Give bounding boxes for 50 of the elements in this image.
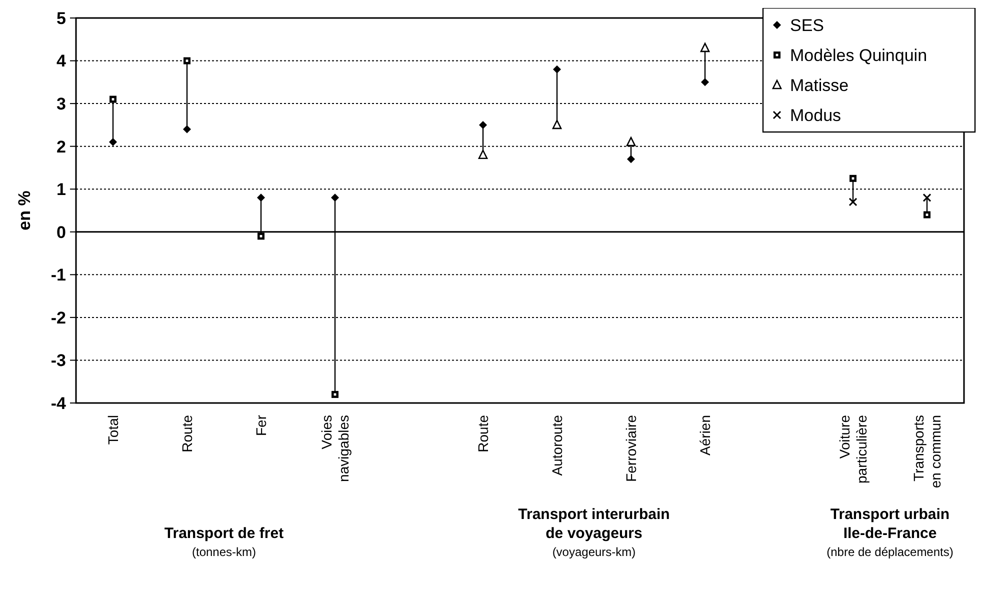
legend-label: SES xyxy=(790,16,824,35)
x-tick-label: Route xyxy=(474,414,491,452)
text: Transport interurbain de voyageurs xyxy=(518,506,670,542)
y-tick-label: -1 xyxy=(50,266,66,285)
text: Transport de fret xyxy=(164,525,284,542)
point xyxy=(331,194,339,202)
y-axis-title: en % xyxy=(15,190,34,230)
point xyxy=(701,78,709,86)
y-tick-label: -3 xyxy=(50,351,66,370)
x-tick-label: Voies navigables xyxy=(318,415,352,482)
point xyxy=(552,120,562,130)
text: (voyageurs-km) xyxy=(552,545,636,559)
x-tick-label: Fer xyxy=(252,414,269,436)
point xyxy=(258,232,264,240)
x-tick-label: Autoroute xyxy=(548,414,565,476)
legend-label: Modus xyxy=(790,106,842,125)
point xyxy=(626,136,636,146)
point xyxy=(553,65,561,74)
x-tick-label: Route xyxy=(178,414,195,452)
y-tick-label: -4 xyxy=(50,394,67,413)
point xyxy=(627,155,635,164)
legend-label: Modèles Quinquin xyxy=(790,46,928,65)
y-tick-label: 1 xyxy=(56,180,66,200)
x-tick-label: Aérien xyxy=(696,415,713,456)
y-tick-label: -2 xyxy=(50,308,66,328)
x-tick-label: Ferroviaire xyxy=(622,414,639,482)
point xyxy=(257,194,265,202)
legend-label: Matisse xyxy=(790,76,849,95)
point xyxy=(109,138,117,146)
y-tick-label: 4 xyxy=(56,52,67,71)
point xyxy=(848,198,858,206)
point xyxy=(924,211,930,218)
point xyxy=(700,42,710,52)
text: Transport urbain Ile-de-France xyxy=(830,506,950,542)
y-tick-label: 2 xyxy=(56,137,66,156)
point xyxy=(850,174,856,182)
x-tick-label: Total xyxy=(104,415,121,445)
y-tick-label: 5 xyxy=(56,8,66,28)
point xyxy=(110,96,116,103)
point xyxy=(332,390,338,398)
point xyxy=(478,150,488,160)
point xyxy=(479,120,487,129)
point xyxy=(183,125,191,134)
x-tick-label: Voiture particulière xyxy=(836,414,870,484)
point xyxy=(184,57,190,64)
text: (tonnes-km) xyxy=(192,545,256,559)
y-tick-label: 0 xyxy=(56,222,66,242)
text: (nbre de déplacements) xyxy=(826,545,954,559)
y-tick-label: 3 xyxy=(56,94,66,114)
point xyxy=(922,193,932,202)
